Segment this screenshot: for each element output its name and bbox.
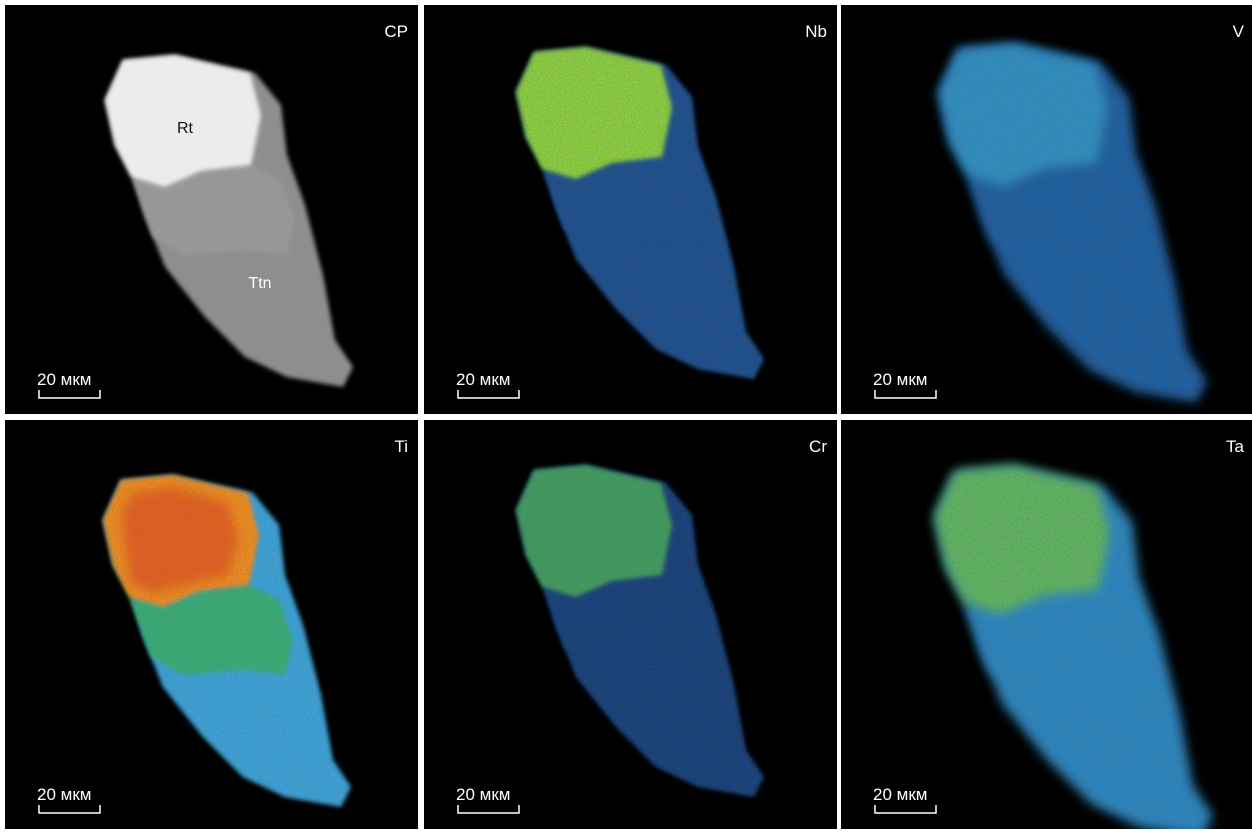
- phase-label: Ttn: [248, 275, 271, 292]
- scale-bar-label: 20 мкм: [873, 785, 927, 804]
- panel-label: V: [1233, 22, 1245, 41]
- scale-bar-label: 20 мкм: [37, 370, 91, 389]
- panel: V 20 мкм: [841, 5, 1252, 414]
- panel: Ti 20 мкм: [5, 420, 418, 829]
- panel-label: CP: [384, 22, 408, 41]
- panel-label: Cr: [809, 437, 827, 456]
- figure: CP 20 мкм Rt Ttn Nb 20 мкм V 20 мкм Ti 20 мкм Cr 20…: [0, 0, 1252, 829]
- panel-label: Nb: [805, 22, 827, 41]
- scale-bar-label: 20 мкм: [456, 785, 510, 804]
- panel: Ta 20 мкм: [841, 420, 1252, 829]
- panel: Nb 20 мкм: [424, 5, 837, 414]
- scale-bar-label: 20 мкм: [873, 370, 927, 389]
- scale-bar-label: 20 мкм: [37, 785, 91, 804]
- scale-bar-label: 20 мкм: [456, 370, 510, 389]
- phase-label: Rt: [177, 120, 194, 137]
- panel: Cr 20 мкм: [424, 420, 837, 829]
- panel-label: Ti: [394, 437, 408, 456]
- panel: CP 20 мкм Rt Ttn: [5, 5, 418, 414]
- panel-label: Ta: [1226, 437, 1245, 456]
